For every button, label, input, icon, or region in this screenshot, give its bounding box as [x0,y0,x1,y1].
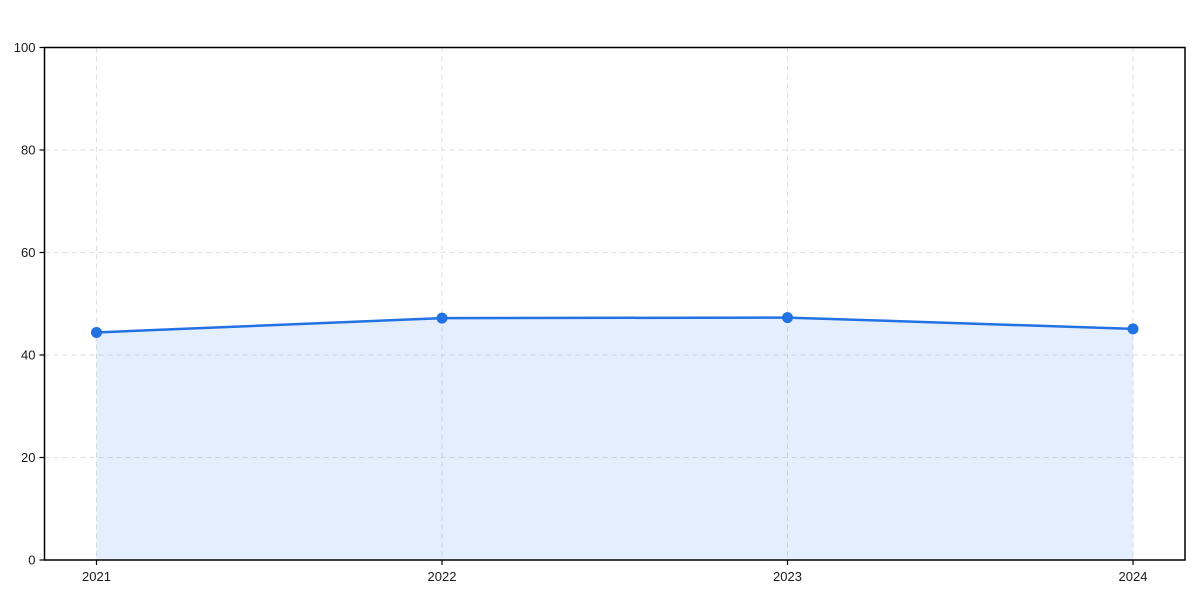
y-tick-label: 0 [28,553,35,568]
y-tick-label: 80 [21,143,35,158]
data-point-2022 [436,312,448,324]
y-tick-label: 40 [21,348,35,363]
axis-border [43,46,1186,561]
x-tick-label: 2023 [773,569,802,584]
y-tick-label: 60 [21,245,35,260]
data-point-2024 [1127,323,1139,335]
data-line [95,316,1135,334]
data-point-2023 [782,312,793,324]
x-tick-label: 2024 [1119,569,1148,584]
x-tick-label: 2022 [428,569,457,584]
data-point-2021 [91,326,102,338]
x-tick-label: 2021 [82,569,111,584]
y-tick-label: 20 [21,450,35,465]
y-tick-label: 100 [14,40,36,55]
area-fill [96,317,1133,560]
